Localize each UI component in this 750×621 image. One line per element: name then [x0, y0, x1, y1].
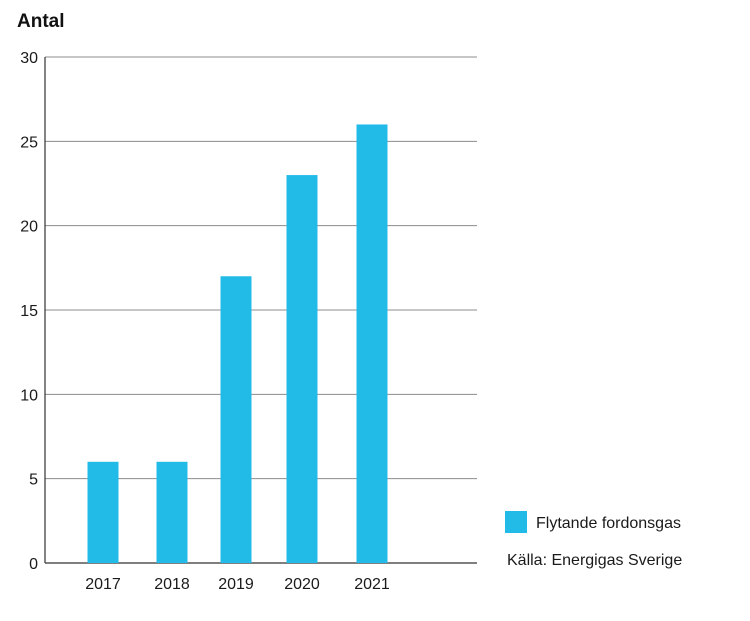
legend-swatch — [505, 511, 527, 533]
x-tick-label: 2017 — [85, 576, 121, 593]
y-tick-labels: 0 5 10 15 20 25 30 — [20, 50, 38, 573]
x-tick-label: 2019 — [218, 576, 254, 593]
bar-2020 — [286, 175, 318, 564]
y-tick-label: 20 — [20, 219, 38, 236]
x-tick-labels: 2017 2018 2019 2020 2021 — [85, 576, 390, 593]
y-axis-title: Antal — [17, 11, 65, 32]
x-tick-label: 2021 — [354, 576, 390, 593]
y-tick-label: 25 — [20, 134, 38, 151]
y-tick-label: 0 — [29, 556, 38, 573]
legend-label: Flytande fordonsgas — [536, 515, 681, 532]
bar-2021 — [356, 124, 388, 563]
x-tick-label: 2018 — [154, 576, 190, 593]
bar-2019 — [220, 276, 252, 563]
y-tick-label: 10 — [20, 387, 38, 404]
source-note: Källa: Energigas Sverige — [507, 552, 682, 569]
y-tick-label: 30 — [20, 50, 38, 67]
x-tick-label: 2020 — [284, 576, 320, 593]
bars — [87, 124, 388, 564]
y-tick-label: 15 — [20, 303, 38, 320]
bar-2017 — [87, 461, 119, 563]
bar-2018 — [156, 461, 188, 563]
gridlines — [45, 56, 477, 480]
y-tick-label: 5 — [29, 472, 38, 489]
legend: Flytande fordonsgas Källa: Energigas Sve… — [505, 511, 682, 569]
